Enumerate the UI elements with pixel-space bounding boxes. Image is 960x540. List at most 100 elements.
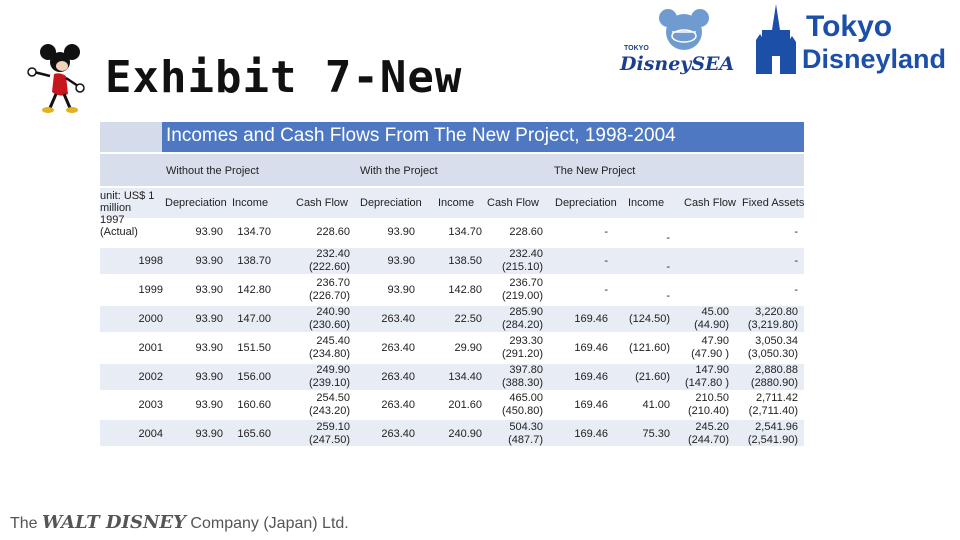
year-cell: 2003: [138, 399, 163, 411]
new-income-cell: (21.60): [635, 371, 670, 383]
col-header: Income: [232, 197, 269, 209]
new-fixed-assets-cell: 3,220.80 (3,219.80): [747, 306, 798, 331]
year-cell: 2002: [138, 371, 163, 383]
with-income-cell: 201.60: [448, 399, 482, 411]
group-new-project: The New Project: [554, 165, 636, 177]
group-with-project: With the Project: [360, 165, 438, 177]
col-header: Depreciation: [555, 197, 617, 209]
col-header: Cash Flow: [296, 197, 348, 209]
with-income-cell: 240.90: [448, 428, 482, 440]
new-fixed-assets-cell: 2,541.96 (2,541.90): [747, 421, 798, 446]
band-1998: [100, 248, 804, 274]
new-depreciation-cell: -: [604, 255, 608, 267]
col-header: Fixed Assets: [742, 197, 805, 209]
svg-text:Disneyland: Disneyland: [802, 44, 946, 74]
new-income-cell: (121.60): [629, 342, 670, 354]
col-header: Income: [628, 197, 665, 209]
svg-text:TOKYO: TOKYO: [624, 45, 649, 52]
svg-text:DisneySEA: DisneySEA: [619, 53, 734, 75]
new-fixed-assets-cell: -: [794, 283, 798, 296]
without-income-cell: 142.80: [237, 284, 271, 296]
new-cashflow-cell: 245.20 (244.70): [688, 421, 729, 446]
new-income-cell: (124.50): [629, 313, 670, 325]
col-header: Cash Flow: [684, 197, 736, 209]
new-depreciation-cell: 169.46: [574, 342, 608, 354]
with-depreciation-cell: 263.40: [381, 342, 415, 354]
new-income-cell: -: [666, 290, 670, 302]
year-cell: 2000: [138, 313, 163, 325]
with-depreciation-cell: 93.90: [387, 284, 415, 296]
year-cell: 1999: [138, 284, 163, 296]
col-header: Depreciation: [165, 197, 227, 209]
with-income-cell: 29.90: [454, 342, 482, 354]
with-depreciation-cell: 263.40: [381, 371, 415, 383]
with-depreciation-cell: 93.90: [387, 255, 415, 267]
svg-text:Tokyo: Tokyo: [806, 10, 892, 43]
without-depreciation-cell: 93.90: [195, 428, 223, 440]
without-cashflow-cell: 228.60: [316, 225, 350, 238]
new-cashflow-cell: 45.00 (44.90): [694, 306, 729, 331]
new-depreciation-cell: -: [604, 284, 608, 296]
without-income-cell: 147.00: [237, 313, 271, 325]
without-cashflow-cell: 254.50 (243.20): [309, 392, 350, 417]
without-cashflow-cell: 259.10 (247.50): [309, 421, 350, 446]
col-header: Income: [438, 197, 475, 209]
unit-label: unit: US$ 1 million 1997 (Actual): [100, 190, 155, 238]
mickey-mouse-logo: [27, 44, 85, 113]
group-header-row: Without the Project With the Project The…: [100, 154, 804, 186]
without-depreciation-cell: 93.90: [195, 342, 223, 354]
new-fixed-assets-cell: 2,880.88 (2880.90): [750, 364, 798, 389]
without-cashflow-cell: 249.90 (239.10): [309, 364, 350, 389]
with-cashflow-cell: 232.40 (215.10): [502, 248, 543, 273]
tokyo-disneysea-logo: TOKYO DisneySEA: [619, 9, 734, 75]
new-fixed-assets-cell: -: [794, 225, 798, 238]
without-depreciation-cell: 93.90: [195, 255, 223, 267]
without-income-cell: 156.00: [237, 371, 271, 383]
new-depreciation-cell: 169.46: [574, 399, 608, 411]
without-cashflow-cell: 232.40 (222.60): [309, 248, 350, 273]
new-fixed-assets-cell: -: [794, 254, 798, 267]
column-header-row: [100, 188, 804, 218]
new-fixed-assets-cell: 2,711.42 (2,711.40): [748, 392, 798, 417]
with-income-cell: 134.70: [448, 226, 482, 238]
without-income-cell: 138.70: [237, 255, 271, 267]
new-depreciation-cell: 169.46: [574, 428, 608, 440]
year-cell: 2004: [138, 428, 163, 440]
band-2000: [100, 306, 804, 332]
new-depreciation-cell: 169.46: [574, 371, 608, 383]
new-cashflow-cell: 210.50 (210.40): [688, 392, 729, 417]
footer-brand: The WALT DISNEY Company (Japan) Ltd.: [10, 512, 349, 533]
new-depreciation-cell: 169.46: [574, 313, 608, 325]
year-cell: 2001: [138, 342, 163, 354]
new-cashflow-cell: 47.90 (47.90 ): [691, 335, 729, 360]
without-depreciation-cell: 93.90: [195, 284, 223, 296]
without-depreciation-cell: 93.90: [195, 371, 223, 383]
with-income-cell: 134.40: [448, 371, 482, 383]
without-cashflow-cell: 240.90 (230.60): [309, 306, 350, 331]
new-fixed-assets-cell: 3,050.34 (3,050.30): [747, 335, 798, 360]
with-cashflow-cell: 397.80 (388.30): [502, 364, 543, 389]
table-caption: Incomes and Cash Flows From The New Proj…: [166, 125, 676, 146]
band-2002: [100, 364, 804, 390]
tokyo-disneyland-logo: Tokyo Disneyland: [756, 4, 946, 74]
col-header: Depreciation: [360, 197, 422, 209]
with-income-cell: 142.80: [448, 284, 482, 296]
col-header: Cash Flow: [487, 197, 539, 209]
without-depreciation-cell: 93.90: [195, 226, 223, 238]
with-cashflow-cell: 504.30 (487.7): [508, 421, 543, 446]
with-cashflow-cell: 285.90 (284.20): [502, 306, 543, 331]
table-caption-bar: Incomes and Cash Flows From The New Proj…: [100, 122, 804, 154]
without-income-cell: 165.60: [237, 428, 271, 440]
without-income-cell: 151.50: [237, 342, 271, 354]
without-income-cell: 160.60: [237, 399, 271, 411]
with-cashflow-cell: 236.70 (219.00): [502, 277, 543, 302]
new-income-cell: -: [666, 261, 670, 273]
with-cashflow-cell: 465.00 (450.80): [502, 392, 543, 417]
page-title: Exhibit 7-New: [105, 52, 463, 103]
year-cell: 1998: [138, 255, 163, 267]
with-cashflow-cell: 293.30 (291.20): [502, 335, 543, 360]
with-income-cell: 22.50: [454, 313, 482, 325]
without-cashflow-cell: 236.70 (226.70): [309, 277, 350, 302]
without-depreciation-cell: 93.90: [195, 313, 223, 325]
with-cashflow-cell: 228.60: [509, 225, 543, 238]
